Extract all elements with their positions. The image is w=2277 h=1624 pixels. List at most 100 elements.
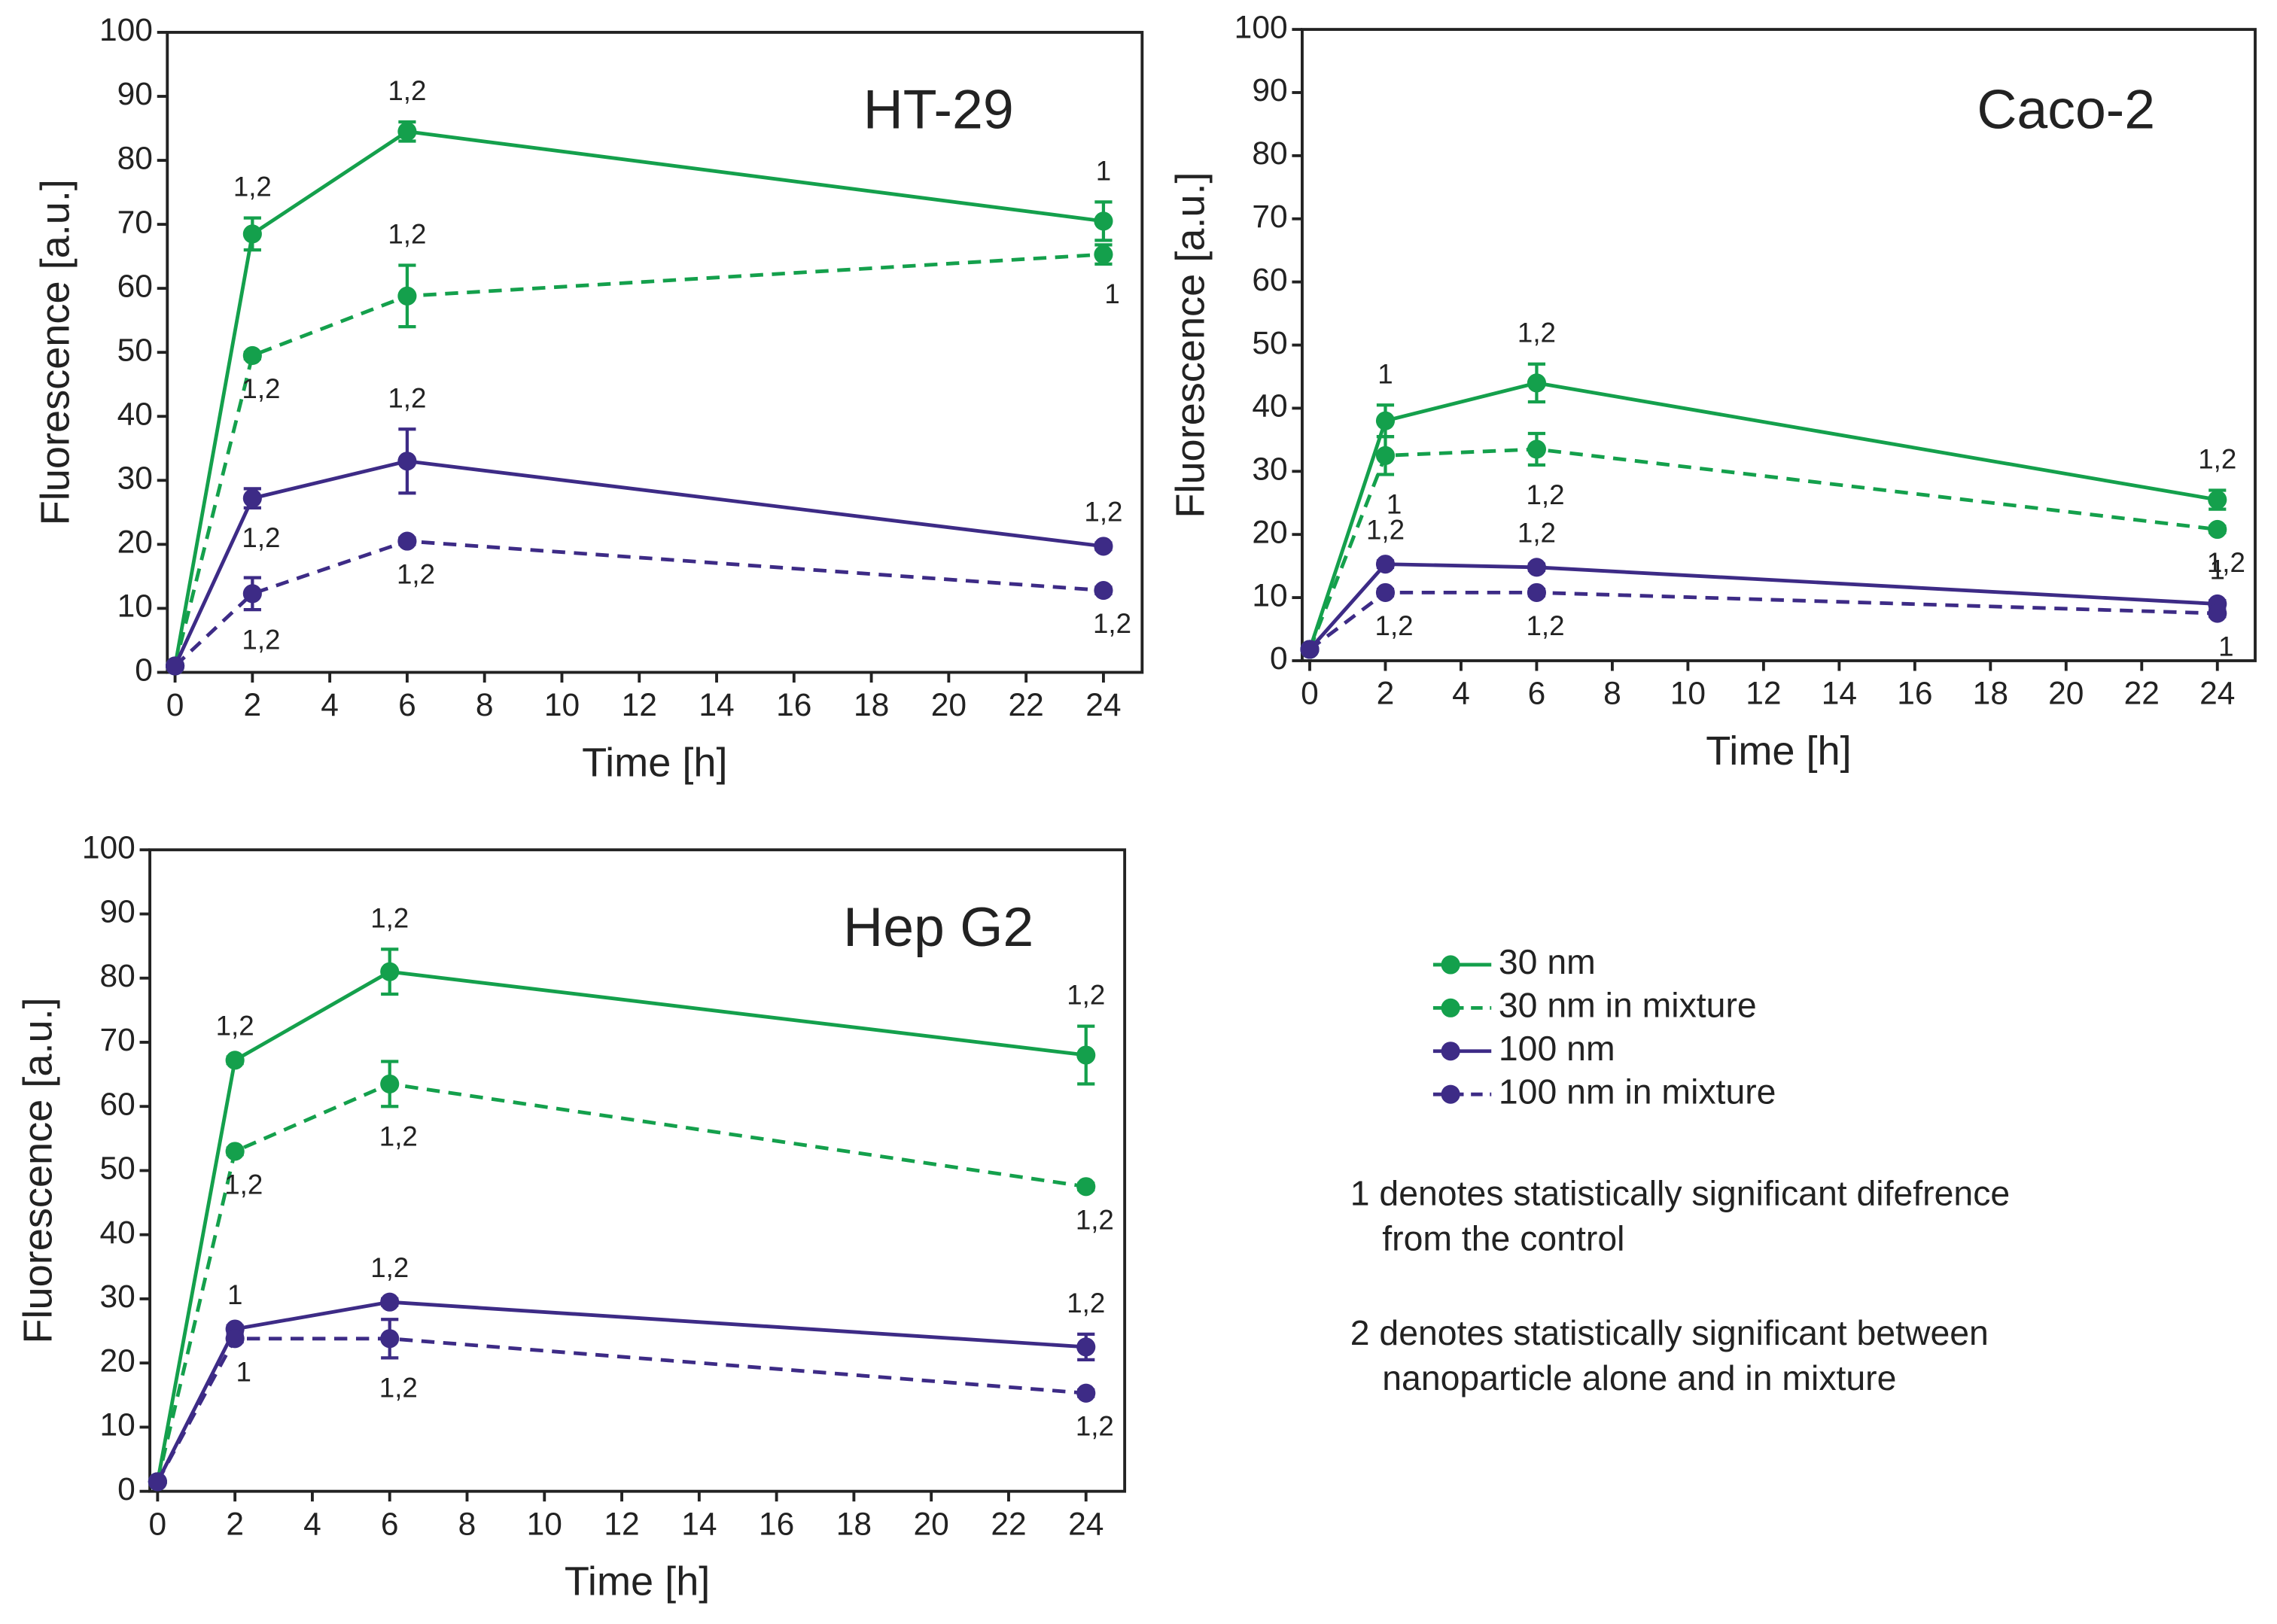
x-tick-label: 20 — [931, 688, 967, 723]
significance-label: 1,2 — [2198, 444, 2236, 475]
x-tick-label: 14 — [1822, 677, 1857, 712]
x-tick-label: 10 — [1670, 677, 1706, 712]
data-point — [2208, 490, 2227, 509]
x-tick-label: 8 — [476, 688, 494, 723]
x-tick-label: 2 — [1377, 677, 1395, 712]
x-tick-label: 4 — [303, 1507, 321, 1542]
chart-title: HT-29 — [863, 79, 1014, 141]
data-point — [1375, 411, 1396, 430]
significance-label: 1,2 — [388, 219, 426, 250]
y-tick-label: 60 — [99, 1087, 135, 1122]
data-point — [1076, 1383, 1096, 1403]
y-tick-label: 10 — [1252, 578, 1287, 613]
y-tick-label: 60 — [1252, 263, 1287, 298]
significance-label: 1 — [227, 1279, 242, 1310]
x-tick-label: 18 — [836, 1507, 872, 1542]
data-point — [1375, 555, 1396, 574]
x-tick-label: 16 — [759, 1507, 794, 1542]
data-point — [2208, 519, 2227, 540]
x-tick-label: 22 — [991, 1507, 1026, 1542]
legend-label: 30 nm in mixture — [1499, 986, 1757, 1025]
series-line — [1308, 590, 2218, 651]
data-point — [1375, 582, 1396, 602]
y-tick-label: 10 — [99, 1408, 135, 1443]
data-point — [1300, 640, 1320, 659]
series-line — [156, 1081, 1087, 1483]
x-tick-label: 14 — [681, 1507, 717, 1542]
significance-label: 1 — [1377, 358, 1393, 389]
y-tick-label: 40 — [1252, 389, 1287, 424]
data-point — [1094, 211, 1113, 231]
data-point — [397, 122, 417, 141]
series-line — [156, 1300, 1086, 1483]
legend-marker — [1441, 1042, 1460, 1061]
data-point — [1527, 582, 1547, 602]
y-tick-label: 0 — [117, 1472, 135, 1507]
significance-label: 1,2 — [1517, 518, 1556, 549]
data-point — [1094, 245, 1113, 264]
significance-label: 1,2 — [1076, 1411, 1114, 1442]
x-tick-label: 8 — [1603, 677, 1621, 712]
data-point — [1527, 439, 1547, 459]
x-tick-label: 14 — [699, 688, 734, 723]
data-point — [1094, 537, 1113, 556]
significance-label: 1 — [2218, 631, 2233, 661]
y-tick-label: 30 — [1252, 452, 1287, 488]
data-point — [242, 488, 262, 508]
y-tick-label: 0 — [135, 653, 153, 689]
x-axis-label: Time [h] — [1706, 728, 1851, 774]
y-axis-label: Fluorescence [a.u.] — [15, 997, 60, 1343]
significance-label: 1,2 — [242, 522, 280, 553]
significance-label: 1,2 — [1067, 1288, 1105, 1318]
significance-label: 1,2 — [2207, 547, 2245, 578]
series-line — [1308, 562, 2218, 651]
data-point — [1076, 1177, 1096, 1197]
data-point — [242, 345, 262, 366]
significance-label: 1 — [2210, 554, 2225, 585]
significance-label: 1,2 — [1527, 479, 1565, 510]
y-tick-label: 40 — [117, 397, 153, 432]
series-line — [173, 252, 1104, 667]
significance-label: 1,2 — [216, 1011, 254, 1042]
significance-label: 1,2 — [1375, 610, 1414, 641]
x-tick-label: 4 — [1452, 677, 1470, 712]
significance-label: 1,2 — [397, 559, 435, 590]
x-tick-label: 18 — [1973, 677, 2008, 712]
legend-label: 100 nm — [1499, 1029, 1615, 1068]
y-tick-label: 60 — [117, 269, 153, 304]
significance-label: 1,2 — [379, 1121, 418, 1151]
x-tick-label: 10 — [527, 1507, 562, 1542]
note-text: 1 denotes statistically significant dife… — [1350, 1174, 2010, 1213]
significance-label: 1,2 — [379, 1373, 418, 1404]
y-tick-label: 10 — [117, 589, 153, 625]
x-tick-label: 6 — [398, 688, 416, 723]
data-point — [225, 1051, 245, 1070]
significance-label: 1,2 — [1067, 980, 1105, 1011]
note-text: nanoparticle alone and in mixture — [1382, 1358, 1896, 1397]
x-tick-label: 16 — [776, 688, 811, 723]
note-text: from the control — [1382, 1218, 1624, 1258]
significance-label: 1,2 — [224, 1169, 263, 1200]
x-axis-label: Time [h] — [565, 1559, 710, 1604]
significance-label: 1,2 — [370, 902, 409, 933]
data-point — [2208, 604, 2227, 623]
x-axis-label: Time [h] — [582, 740, 727, 785]
y-tick-label: 50 — [99, 1151, 135, 1187]
significance-label: 1,2 — [1076, 1204, 1114, 1235]
series-line — [1307, 447, 2218, 650]
x-tick-label: 6 — [1528, 677, 1546, 712]
y-tick-label: 90 — [117, 77, 153, 112]
data-point — [397, 531, 417, 551]
legend-marker — [1441, 955, 1460, 975]
chart-title: Caco-2 — [1977, 79, 2155, 141]
legend-label: 100 nm in mixture — [1499, 1072, 1776, 1111]
significance-label: 1,2 — [388, 382, 426, 413]
note-text: 2 denotes statistically significant betw… — [1350, 1313, 1989, 1352]
y-tick-label: 80 — [1252, 136, 1287, 172]
x-tick-label: 18 — [854, 688, 889, 723]
significance-label: 1,2 — [1093, 608, 1131, 639]
series-line — [173, 129, 1104, 667]
y-axis-label: Fluorescence [a.u.] — [33, 179, 78, 525]
